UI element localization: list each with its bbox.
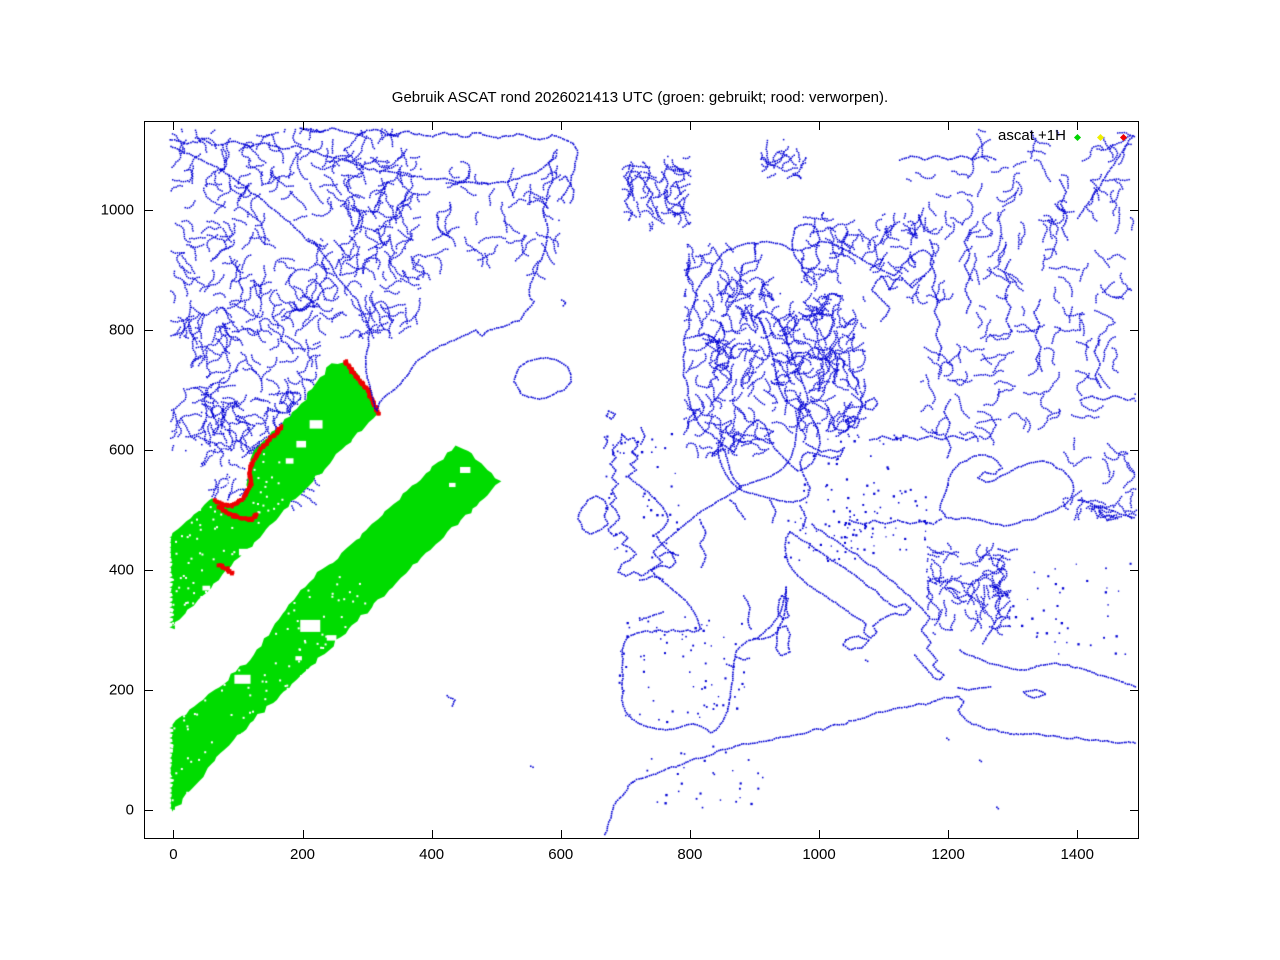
y-tick-mark xyxy=(145,810,153,811)
x-tick-mark-top xyxy=(302,830,304,838)
y-tick-mark-right xyxy=(1130,810,1138,811)
y-tick-label: 600 xyxy=(108,441,134,459)
y-tick-mark-right xyxy=(1130,690,1138,692)
x-tick-label: 400 xyxy=(419,846,445,863)
y-tick-label: 1000 xyxy=(100,201,134,219)
x-tick-mark xyxy=(948,122,950,130)
y-tick-mark-right xyxy=(1130,210,1138,212)
x-tick-label: 800 xyxy=(677,846,703,863)
x-tick-mark xyxy=(431,122,433,130)
y-tick-label: 200 xyxy=(108,681,134,699)
y-tick-label: 0 xyxy=(125,801,134,819)
y-tick-mark-right xyxy=(1130,450,1138,452)
y-tick-label: 400 xyxy=(108,561,134,579)
x-tick-mark-top xyxy=(431,830,433,838)
x-tick-label: 200 xyxy=(290,846,316,863)
y-tick-mark-right xyxy=(1130,570,1138,572)
x-tick-mark-top xyxy=(560,830,562,838)
y-tick-mark xyxy=(145,210,153,212)
x-tick-mark xyxy=(819,122,820,130)
y-tick-mark-right xyxy=(1130,330,1138,332)
x-tick-label: 1200 xyxy=(931,846,965,863)
y-tick-mark xyxy=(145,690,153,692)
x-tick-mark-top xyxy=(948,830,950,838)
x-tick-mark xyxy=(689,122,691,130)
x-tick-mark-top xyxy=(1077,830,1079,838)
legend-label: ascat +1H xyxy=(998,127,1066,144)
x-tick-mark-top xyxy=(689,830,691,838)
x-tick-label: 1000 xyxy=(802,846,836,863)
chart-title: Gebruik ASCAT rond 2026021413 UTC (groen… xyxy=(391,89,889,106)
y-tick-label: 800 xyxy=(108,321,134,339)
x-tick-mark-top xyxy=(819,830,820,838)
x-tick-mark xyxy=(173,122,175,130)
x-tick-mark-top xyxy=(173,830,175,838)
x-tick-mark xyxy=(302,122,304,130)
plot-frame xyxy=(144,121,1139,839)
y-tick-mark xyxy=(145,450,153,452)
x-tick-label: 1400 xyxy=(1060,846,1094,863)
y-tick-mark xyxy=(145,330,153,332)
x-tick-label: 0 xyxy=(169,846,178,863)
x-tick-label: 600 xyxy=(548,846,574,863)
x-tick-mark xyxy=(560,122,562,130)
x-tick-mark xyxy=(1077,122,1079,130)
y-tick-mark xyxy=(145,570,153,572)
